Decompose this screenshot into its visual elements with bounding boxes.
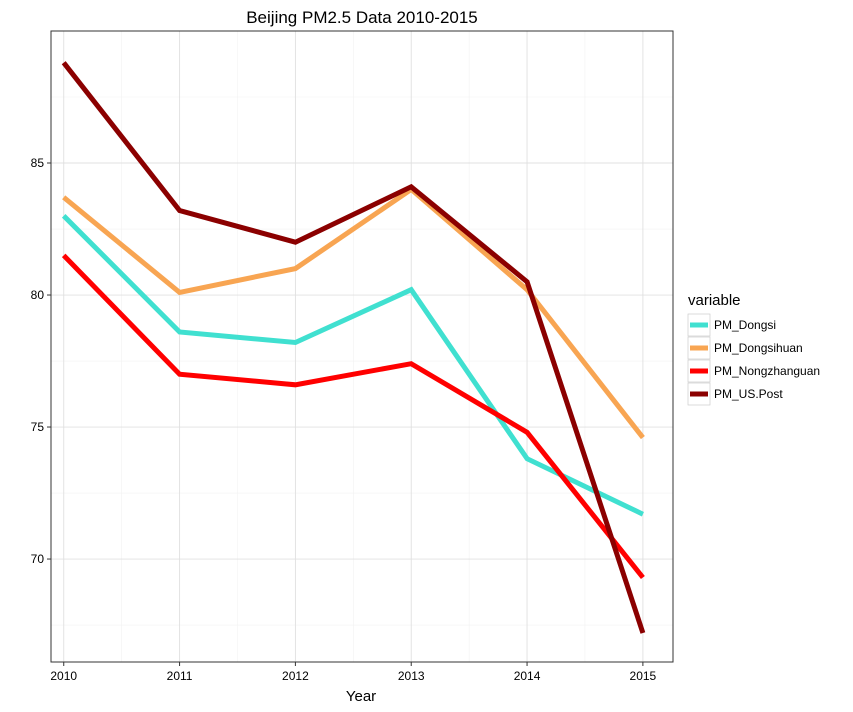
x-tick-label: 2015: [630, 669, 657, 683]
series-line-pm-nongzhanguan: [61, 253, 645, 580]
x-tick-label: 2010: [50, 669, 77, 683]
x-tick-label: 2012: [282, 669, 309, 683]
x-tick-label: 2011: [167, 669, 193, 683]
x-tick-label: 2014: [514, 669, 541, 683]
legend-item: PM_Dongsi: [687, 313, 776, 337]
legend: variable PM_Dongsi PM_Dongsihuan PM_Nongzh…: [687, 292, 820, 406]
legend-title: variable: [688, 292, 741, 309]
series-line-pm-dongsi: [61, 214, 644, 517]
legend-label: PM_Dongsihuan: [714, 341, 803, 355]
grid-major: [51, 31, 673, 662]
plot-panel: [50, 30, 674, 663]
series-lines: [61, 61, 646, 634]
legend-item: PM_Nongzhanguan: [687, 359, 820, 383]
legend-label: PM_US.Post: [714, 387, 783, 401]
legend-label: PM_Nongzhanguan: [714, 364, 820, 378]
series-line-pm-dongsihuan: [62, 186, 645, 440]
x-tick-label: 2013: [398, 669, 425, 683]
plot-panel-border: [50, 30, 674, 663]
y-axis: 70 75 80 85: [31, 156, 51, 566]
legend-item: PM_US.Post: [687, 382, 783, 406]
y-tick-label: 85: [31, 156, 45, 170]
y-tick-label: 70: [31, 552, 45, 566]
y-tick-label: 80: [31, 288, 45, 302]
chart-title: Beijing PM2.5 Data 2010-2015: [246, 8, 478, 27]
x-axis: 2010 2011 2012 2013 2014 2015: [50, 662, 657, 683]
legend-label: PM_Dongsi: [714, 318, 776, 332]
series-line-pm-us-post: [61, 61, 646, 634]
legend-item: PM_Dongsihuan: [687, 336, 803, 360]
y-tick-label: 75: [31, 420, 45, 434]
x-axis-title: Year: [346, 688, 376, 705]
